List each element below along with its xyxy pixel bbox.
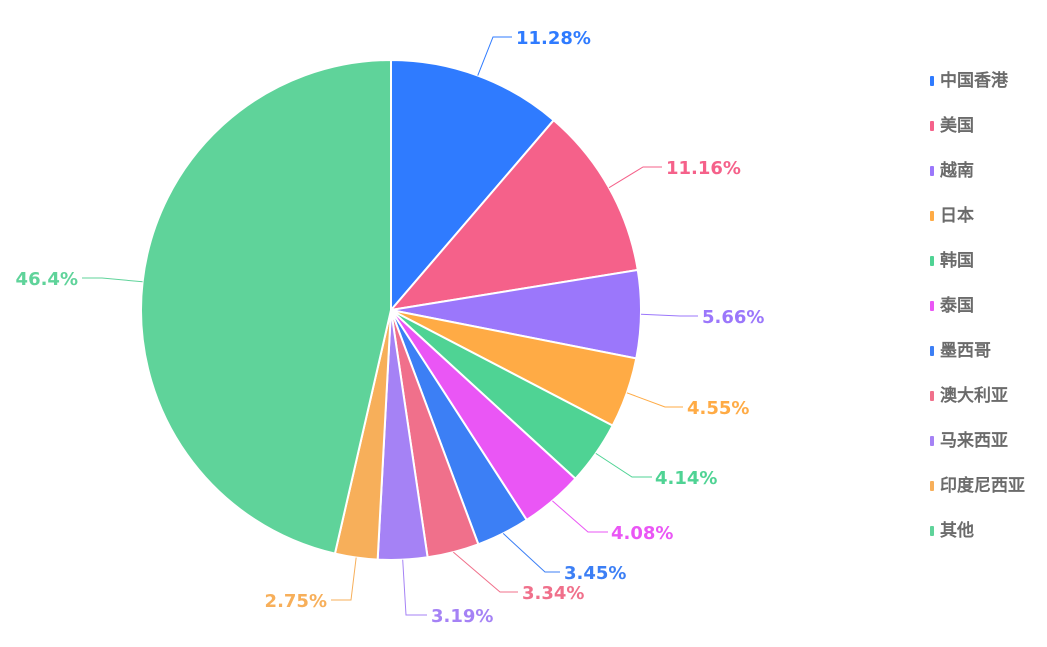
legend-item[interactable]: 印度尼西亚	[930, 473, 1047, 518]
legend-swatch	[930, 256, 934, 266]
leader-line-5	[595, 452, 652, 478]
leader-line-3	[640, 313, 698, 317]
pie-slices	[140, 59, 642, 561]
legend-swatch	[930, 391, 934, 401]
legend-swatch	[930, 211, 934, 221]
legend-swatch	[930, 346, 934, 356]
legend-label: 日本	[940, 206, 974, 226]
pie-slice-11[interactable]	[140, 59, 392, 555]
percent-label-2: 11.16%	[666, 158, 741, 179]
legend-label: 中国香港	[940, 71, 1008, 91]
legend-label: 泰国	[940, 296, 974, 316]
legend-item[interactable]: 墨西哥	[930, 338, 1047, 383]
legend-label: 越南	[940, 161, 974, 181]
legend-item[interactable]: 澳大利亚	[930, 383, 1047, 428]
leader-line-6	[552, 500, 608, 533]
percent-label-9: 3.19%	[431, 606, 493, 627]
percent-label-7: 3.45%	[564, 563, 626, 584]
percent-label-11: 46.4%	[16, 269, 78, 290]
legend-item[interactable]: 泰国	[930, 293, 1047, 338]
legend-label: 韩国	[940, 251, 974, 271]
legend-label: 马来西亚	[940, 431, 1008, 451]
legend-swatch	[930, 481, 934, 491]
legend-swatch	[930, 166, 934, 176]
legend-label: 印度尼西亚	[940, 476, 1025, 496]
legend-item[interactable]: 韩国	[930, 248, 1047, 293]
percentage-labels: 11.28% 11.16% 5.66% 4.55% 4.14% 4.08% 3.45%3.3…	[16, 28, 765, 627]
legend-swatch	[930, 76, 934, 86]
legend-label: 澳大利亚	[940, 386, 1008, 406]
percent-label-3: 5.66%	[702, 307, 764, 328]
legend-swatch	[930, 121, 934, 131]
leader-line-1	[477, 36, 512, 76]
leader-line-10	[331, 557, 357, 601]
legend-label: 美国	[940, 116, 974, 136]
legend-item[interactable]: 马来西亚	[930, 428, 1047, 473]
percent-label-1: 11.28%	[516, 28, 591, 49]
percent-label-10: 2.75%	[265, 591, 327, 612]
legend-swatch	[930, 301, 934, 311]
leader-line-7	[502, 533, 560, 573]
leader-line-11	[82, 277, 143, 283]
percent-label-8: 3.34%	[522, 583, 584, 604]
percent-label-5: 4.14%	[655, 468, 717, 489]
legend-label: 其他	[940, 521, 974, 541]
legend-label: 墨西哥	[940, 341, 991, 361]
legend-item[interactable]: 越南	[930, 158, 1047, 203]
leader-line-2	[608, 166, 662, 189]
percent-label-6: 4.08%	[611, 523, 673, 544]
legend-swatch	[930, 526, 934, 536]
pie-slice-1[interactable]	[390, 59, 555, 311]
legend-item[interactable]: 中国香港	[930, 68, 1047, 113]
legend-swatch	[930, 436, 934, 446]
legend-item[interactable]: 美国	[930, 113, 1047, 158]
leader-line-4	[626, 392, 683, 408]
legend: 中国香港美国越南日本韩国泰国墨西哥澳大利亚马来西亚印度尼西亚其他	[930, 68, 1047, 563]
legend-item[interactable]: 其他	[930, 518, 1047, 563]
leader-line-8	[452, 551, 518, 593]
label-leader-lines	[82, 36, 698, 616]
leader-line-9	[402, 559, 427, 616]
legend-item[interactable]: 日本	[930, 203, 1047, 248]
percent-label-4: 4.55%	[687, 398, 749, 419]
